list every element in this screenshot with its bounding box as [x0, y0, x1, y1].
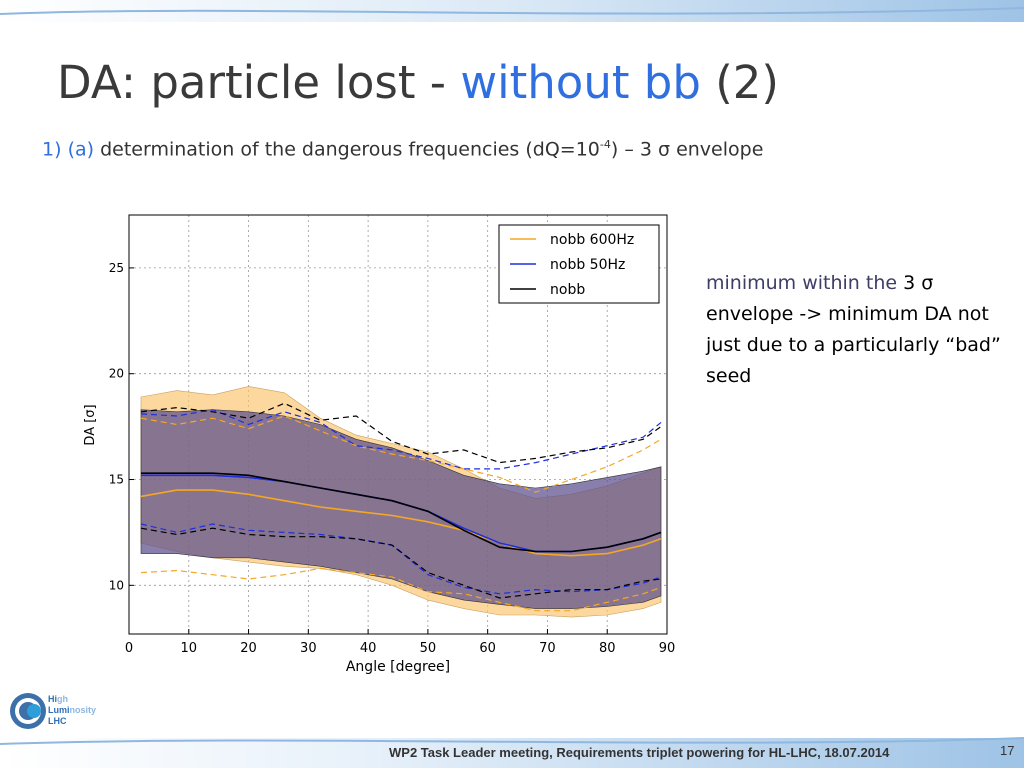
legend-label-nobb-600hz: nobb 600Hz	[550, 232, 634, 248]
note-body: 3 σ envelope -> minimum DA not just due …	[706, 272, 1001, 387]
y-tick-label: 15	[109, 473, 124, 487]
svg-text:Luminosity: Luminosity	[48, 705, 96, 715]
x-tick-label: 80	[599, 641, 616, 656]
item-text: determination of the dangerous frequenci…	[94, 138, 600, 161]
x-tick-label: 70	[539, 641, 556, 656]
y-axis-label: DA [σ]	[83, 404, 98, 445]
subtitle-item: 1) (a) determination of the dangerous fr…	[42, 138, 763, 160]
nobb-mean-line	[141, 472, 662, 553]
svg-text:High: High	[48, 694, 68, 704]
x-tick-label: 50	[420, 641, 437, 656]
legend-label-nobb: nobb	[550, 282, 585, 298]
item-text-after: ) – 3 σ envelope	[610, 138, 764, 161]
x-tick-label: 10	[181, 641, 198, 656]
x-axis-label: Angle [degree]	[346, 659, 450, 675]
hl-lhc-logo: High Luminosity LHC	[8, 688, 103, 738]
nobb-upper-line	[140, 402, 662, 464]
item-tag: (a)	[67, 138, 95, 161]
nobb-600hz-mean-line	[140, 489, 662, 557]
x-tick-label: 20	[240, 641, 257, 656]
nobb-600hz-upper-line	[140, 415, 662, 493]
y-tick-label: 10	[109, 578, 124, 592]
svg-text:LHC: LHC	[48, 716, 67, 726]
footer-text: WP2 Task Leader meeting, Requirements tr…	[389, 745, 890, 760]
x-tick-label: 60	[479, 641, 496, 656]
page-number: 17	[1000, 743, 1015, 758]
legend: nobb 600Hz nobb 50Hz nobb	[498, 224, 660, 304]
nobb-envelope	[140, 409, 662, 609]
nobb-600hz-lower-line	[140, 567, 662, 612]
x-tick-label: 40	[360, 641, 377, 656]
nobb-lower-line	[140, 527, 662, 599]
item-exponent: -4	[599, 138, 611, 151]
note-lead: minimum within the	[706, 272, 904, 294]
y-tick-label: 20	[109, 367, 124, 381]
side-note: minimum within the 3 σ envelope -> minim…	[706, 268, 1006, 392]
x-tick-label: 90	[659, 641, 676, 656]
x-tick-label: 30	[300, 641, 317, 656]
slide-title: DA: particle lost - without bb (2)	[57, 56, 779, 109]
x-tick-label: 0	[125, 641, 133, 656]
bottom-decor-band	[0, 737, 1024, 768]
top-decor-band	[0, 0, 1024, 22]
legend-label-nobb-50hz: nobb 50Hz	[550, 257, 625, 273]
y-tick-label: 25	[109, 261, 124, 275]
nobb-50hz-lower-line	[140, 523, 662, 595]
nobb-50hz-upper-line	[140, 409, 662, 470]
item-number: 1)	[42, 138, 62, 161]
